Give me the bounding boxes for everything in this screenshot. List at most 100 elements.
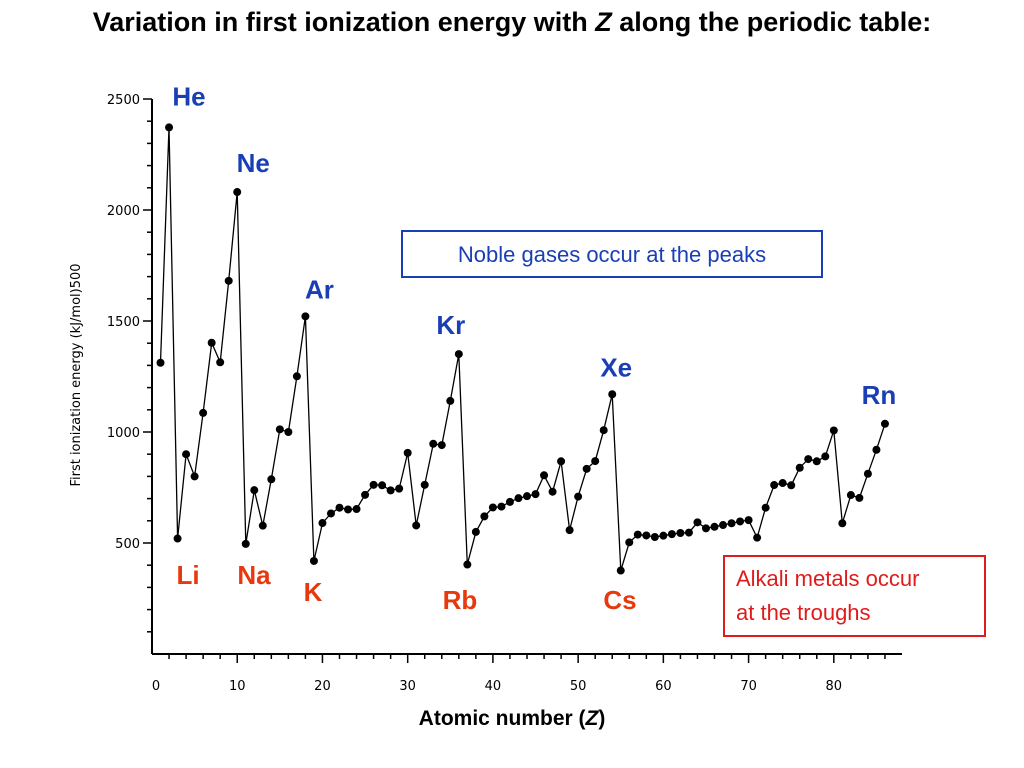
y-tick-label: 500 — [115, 537, 140, 552]
alkali-metal-label: Na — [237, 560, 271, 590]
data-point — [301, 312, 310, 321]
x-axis-title-z: Z — [585, 707, 599, 730]
chart-title: Variation in first ionization energy wit… — [60, 4, 964, 40]
data-point — [514, 494, 523, 503]
noble-gas-label: Kr — [436, 310, 465, 340]
data-point — [216, 358, 225, 367]
noble-gas-label: Ar — [305, 274, 334, 304]
alkali-note-line2: at the troughs — [736, 600, 871, 625]
ionization-energy-line — [159, 127, 886, 571]
data-point — [292, 372, 301, 381]
data-point — [727, 519, 736, 528]
data-point — [463, 560, 472, 569]
y-tick-label: 1000 — [107, 426, 140, 441]
alkali-metal-label: Rb — [443, 585, 478, 615]
data-point — [540, 471, 549, 480]
data-point — [778, 479, 787, 488]
data-point — [744, 516, 753, 525]
data-point — [855, 493, 864, 502]
data-point — [642, 531, 651, 540]
data-point — [599, 426, 608, 435]
data-point — [386, 486, 395, 495]
data-point — [335, 503, 344, 512]
noble-note-text: Noble gases occur at the peaks — [458, 242, 766, 267]
data-point — [352, 505, 361, 514]
data-point — [429, 439, 438, 448]
data-point — [659, 531, 668, 540]
data-point — [505, 497, 514, 506]
data-point — [693, 518, 702, 527]
data-point — [165, 123, 174, 132]
data-point — [582, 464, 591, 473]
data-point — [361, 490, 370, 499]
y-axis-title-suffix: 500 — [69, 263, 84, 288]
data-point — [650, 533, 659, 542]
x-axis-title: Atomic number (Z) — [300, 707, 724, 731]
data-point — [616, 566, 625, 575]
data-point — [437, 441, 446, 450]
data-point — [412, 521, 421, 530]
data-point — [787, 481, 796, 490]
x-tick-label: 20 — [314, 679, 331, 694]
data-point — [838, 519, 847, 528]
data-point — [156, 358, 165, 367]
data-point — [753, 533, 762, 542]
data-point — [190, 472, 199, 481]
x-tick-label: 80 — [826, 679, 843, 694]
data-point — [378, 481, 387, 490]
data-point — [267, 475, 276, 484]
data-point — [633, 530, 642, 539]
x-tick-label: 10 — [229, 679, 246, 694]
noble-gas-label: Rn — [862, 380, 897, 410]
data-point — [233, 188, 242, 197]
axes: 500 1000 1500 2000 2500 0 10 20 30 40 50 60 70 80 Firs… — [69, 93, 902, 694]
data-point — [250, 486, 259, 495]
data-point — [369, 480, 378, 489]
title-z: Z — [595, 7, 612, 37]
data-point — [471, 527, 480, 536]
data-point — [403, 448, 412, 457]
data-point — [173, 534, 182, 543]
data-point — [326, 509, 335, 518]
noble-gas-label: Ne — [237, 148, 270, 178]
data-point — [531, 490, 540, 499]
x-tick-label: 50 — [570, 679, 587, 694]
data-point — [224, 276, 233, 285]
x-axis-title-text-1: Atomic number ( — [418, 707, 586, 730]
data-point — [275, 425, 284, 434]
title-text-1: Variation in first ionization energy wit… — [92, 7, 596, 37]
noble-gas-label: He — [172, 81, 205, 111]
data-point — [344, 505, 353, 514]
data-point — [557, 457, 566, 466]
data-point — [821, 452, 830, 461]
y-axis-title: First ionization energy (kJ/mol)500 — [69, 263, 84, 486]
x-tick-label: 0 — [152, 679, 160, 694]
data-point — [309, 556, 318, 565]
data-point — [497, 502, 506, 511]
data-point — [548, 487, 557, 496]
data-point — [241, 539, 250, 548]
y-tick-label: 2000 — [107, 204, 140, 219]
data-point — [454, 350, 463, 359]
data-point — [199, 408, 208, 417]
data-point — [719, 521, 728, 530]
data-point — [480, 512, 489, 521]
data-point — [182, 450, 191, 459]
data-point — [863, 469, 872, 478]
data-point — [395, 484, 404, 493]
data-point — [446, 396, 455, 405]
alkali-metal-label: Li — [176, 560, 199, 590]
data-point — [565, 526, 574, 535]
annotation-boxes: Noble gases occur at the peaks Alkali met… — [401, 230, 986, 637]
data-point — [523, 492, 531, 501]
data-point — [872, 445, 881, 454]
data-point — [488, 503, 497, 512]
data-point — [846, 491, 855, 500]
data-point — [667, 530, 676, 539]
data-point — [701, 524, 710, 533]
x-axis-title-text-2: ) — [598, 707, 606, 730]
y-tick-label: 2500 — [107, 93, 140, 108]
data-points — [156, 123, 889, 575]
x-tick-label: 30 — [399, 679, 416, 694]
data-point — [574, 492, 583, 501]
